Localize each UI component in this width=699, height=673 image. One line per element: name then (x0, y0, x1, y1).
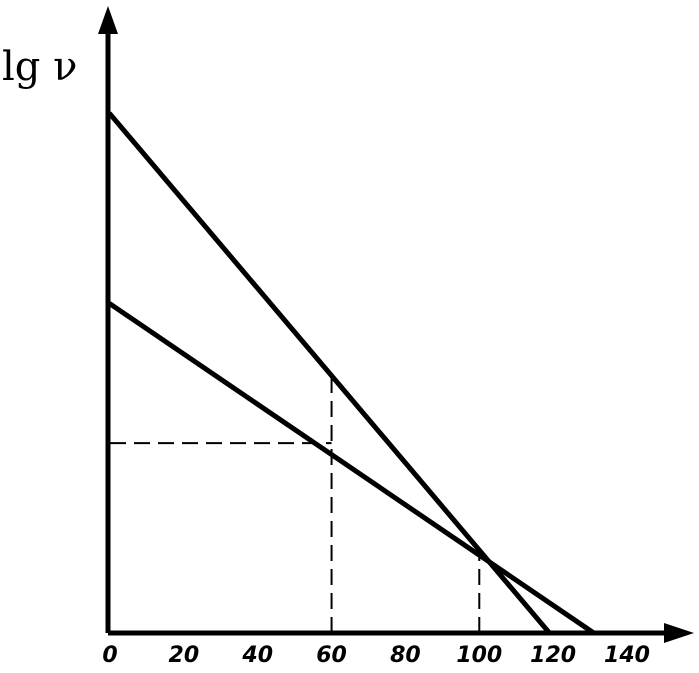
x-tick-label: 20 (169, 643, 200, 668)
x-tick-label: 80 (390, 643, 421, 668)
y-axis-arrow (98, 6, 118, 34)
x-tick-label: 100 (456, 643, 502, 668)
x-tick-label: 120 (530, 643, 576, 668)
x-tick-labels: 0 20 40 60 80 100 120 140 (102, 643, 650, 668)
x-tick-label: 0 (102, 643, 117, 668)
y-axis-label: lg ν (2, 44, 77, 90)
x-axis-arrow (664, 623, 694, 643)
x-tick-label: 60 (316, 643, 347, 668)
x-tick-label: 140 (604, 643, 650, 668)
x-tick-label: 40 (241, 643, 273, 668)
series-lines (107, 111, 597, 636)
series-line-1 (107, 111, 552, 636)
series-line-2 (107, 301, 597, 636)
guide-lines (110, 373, 481, 633)
